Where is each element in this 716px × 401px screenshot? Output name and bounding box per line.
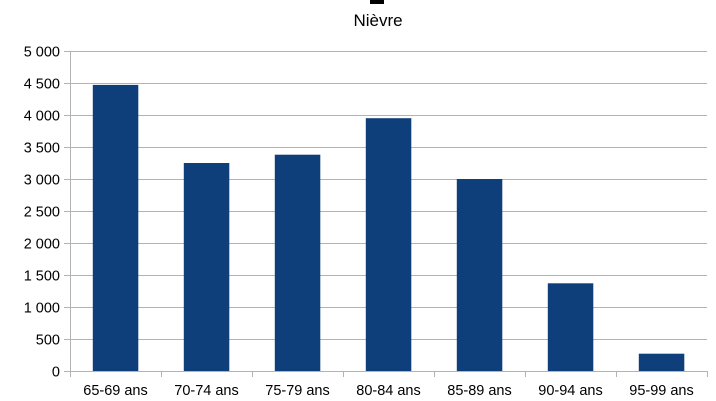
chart-title-partial xyxy=(370,0,384,4)
y-tick-label: 2 000 xyxy=(24,237,60,253)
bar xyxy=(456,179,503,371)
bar xyxy=(274,154,321,371)
y-tick-label: 3 000 xyxy=(24,173,60,189)
y-tick-label: 1 500 xyxy=(24,269,60,285)
y-axis-ticks: 0 500 1 000 1 500 2 000 2 500 3 000 3 500 4 000 4… xyxy=(24,45,70,381)
y-tick-label: 1 000 xyxy=(24,301,60,317)
chart-subtitle: Nièvre xyxy=(353,11,402,30)
y-tick-label: 4 000 xyxy=(24,109,60,125)
axes xyxy=(70,51,707,372)
bar xyxy=(547,283,594,371)
bar xyxy=(638,353,685,371)
x-tick-label: 90-94 ans xyxy=(538,383,603,399)
bar xyxy=(92,84,139,372)
y-tick-label: 3 500 xyxy=(24,141,60,157)
x-tick-label: 70-74 ans xyxy=(174,383,239,399)
y-tick-label: 5 000 xyxy=(24,45,60,61)
bar-series xyxy=(92,84,685,372)
y-tick-label: 4 500 xyxy=(24,77,60,93)
bar xyxy=(365,118,412,371)
x-tick-label: 80-84 ans xyxy=(356,383,421,399)
y-tick-label: 0 xyxy=(52,365,60,381)
x-axis-ticks: 65-69 ans 70-74 ans 75-79 ans 80-84 ans 85-8… xyxy=(70,371,708,399)
x-tick-label: 65-69 ans xyxy=(83,383,148,399)
y-tick-label: 500 xyxy=(36,333,60,349)
x-tick-label: 95-99 ans xyxy=(629,383,694,399)
x-tick-label: 85-89 ans xyxy=(447,383,512,399)
bar xyxy=(183,163,230,371)
x-tick-label: 75-79 ans xyxy=(265,383,330,399)
y-tick-label: 2 500 xyxy=(24,205,60,221)
title-fragment-mark xyxy=(370,0,384,4)
